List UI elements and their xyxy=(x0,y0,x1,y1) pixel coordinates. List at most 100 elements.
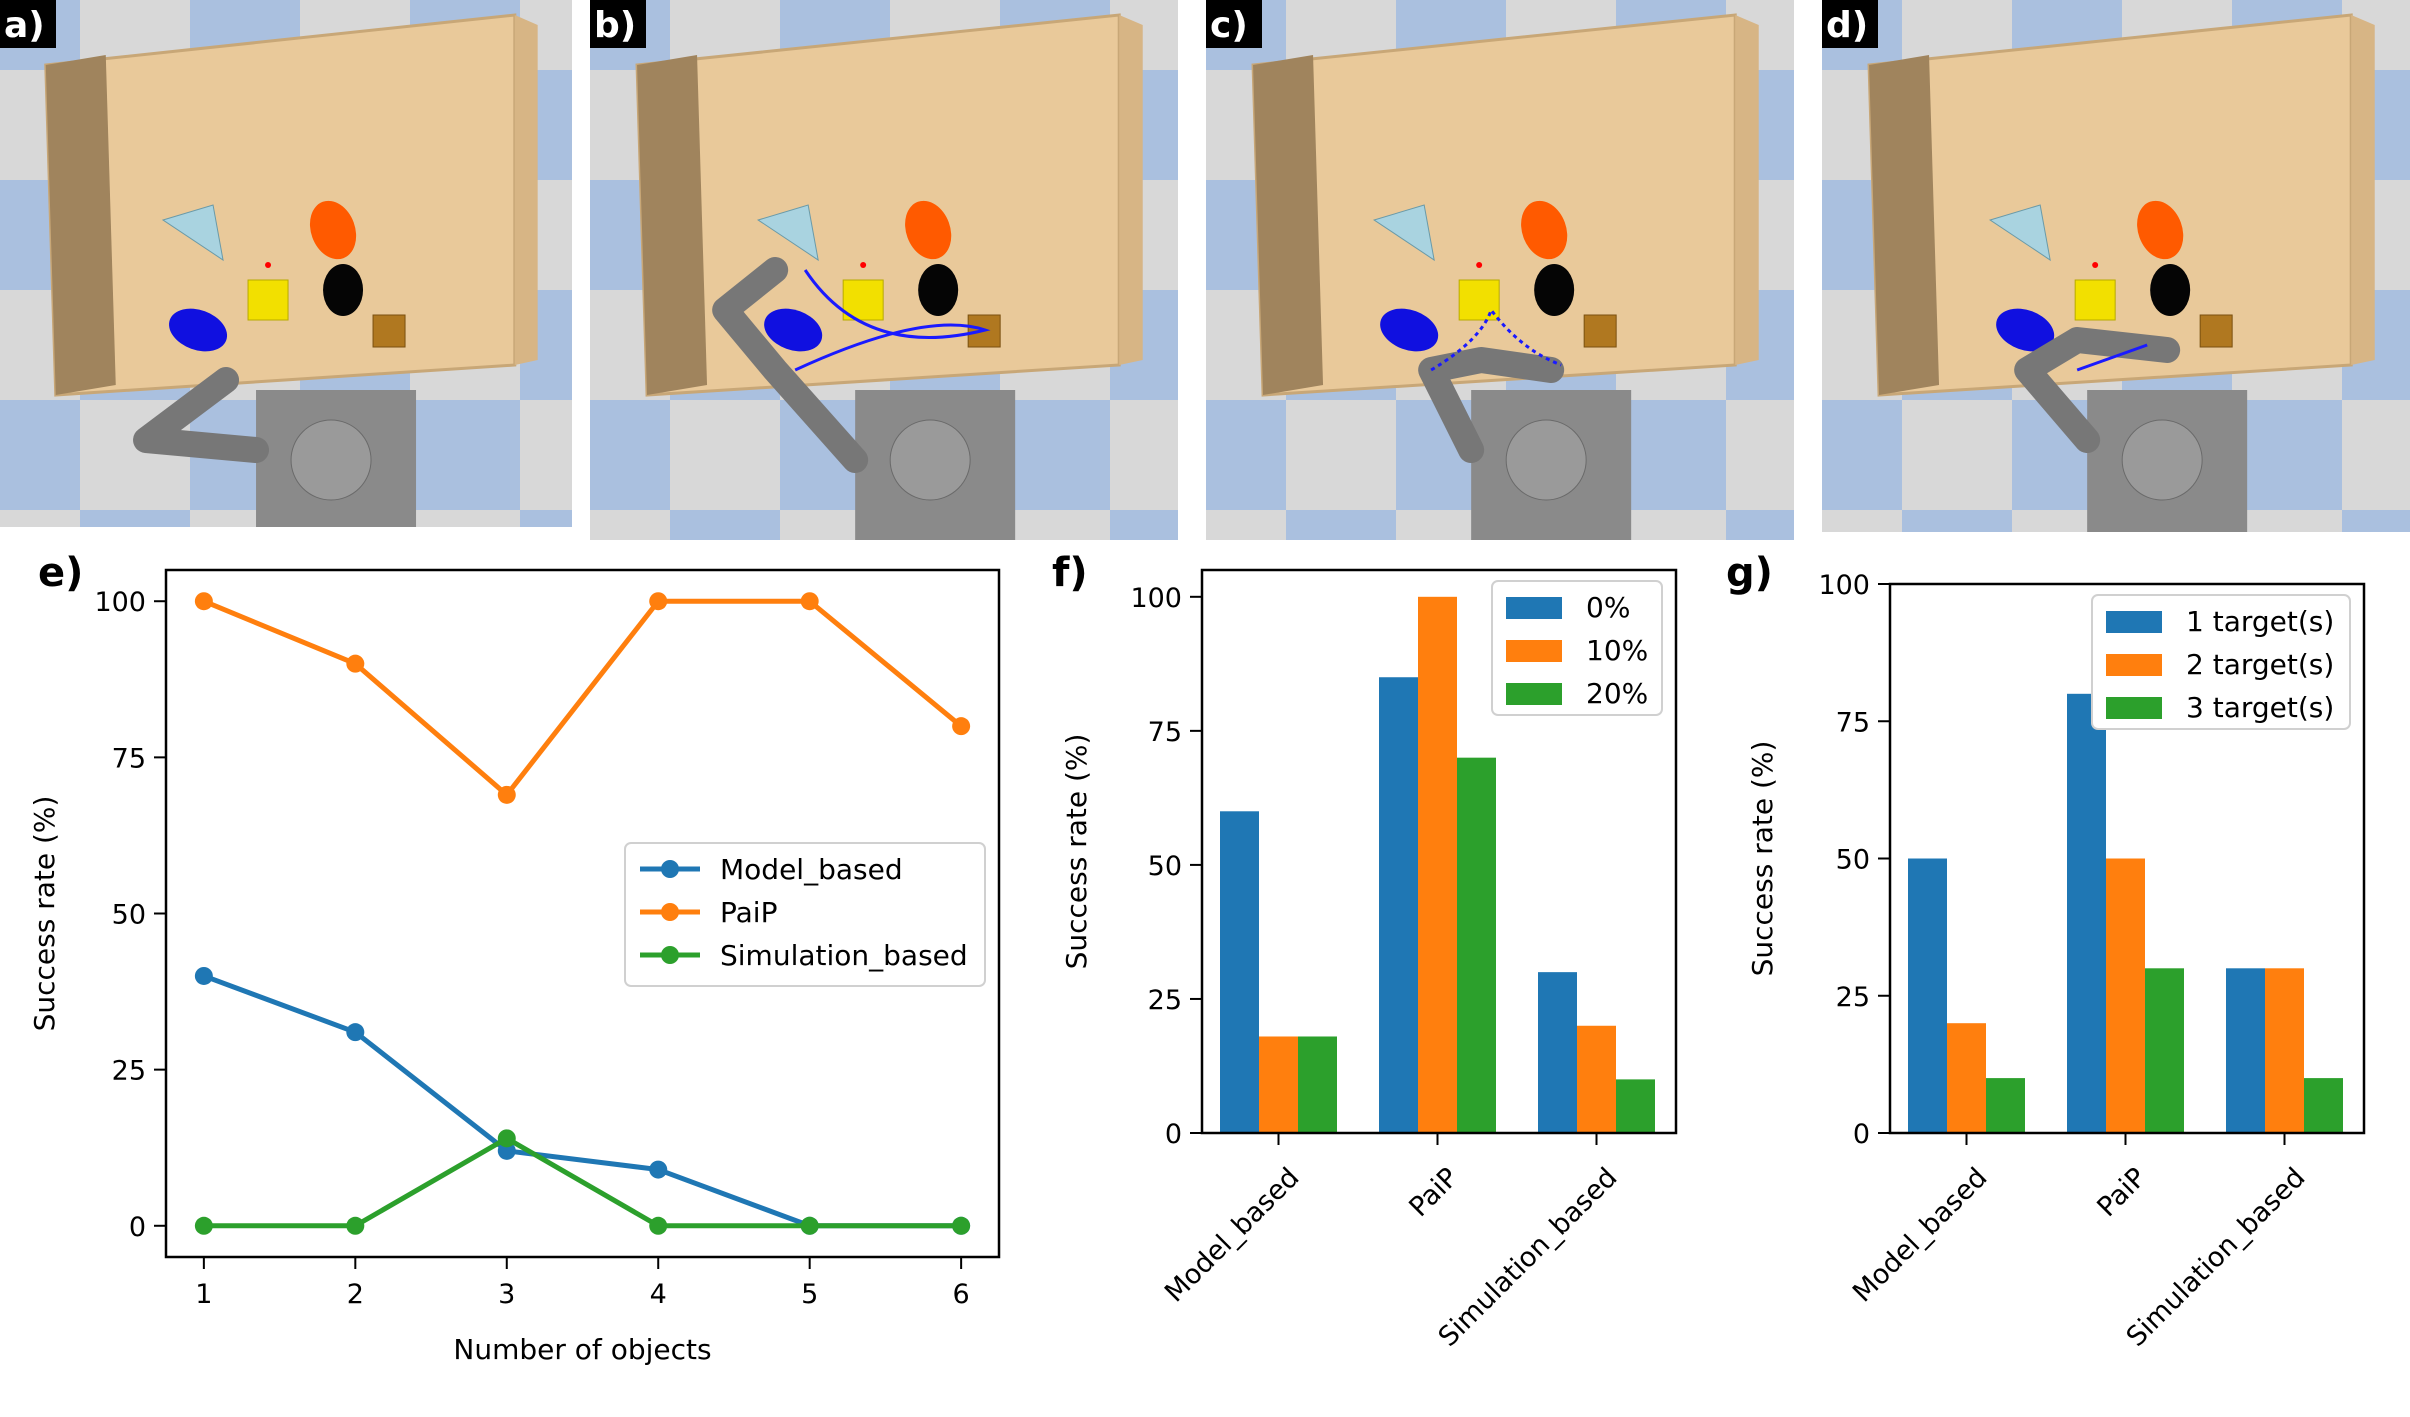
floor-tile xyxy=(1110,400,1178,510)
data-point-Model_based xyxy=(346,1023,365,1042)
legend-swatch xyxy=(1506,597,1562,619)
robot-joint xyxy=(889,419,971,501)
bar-1 target(s) xyxy=(2067,693,2106,1133)
x-tick-label: 3 xyxy=(498,1279,515,1310)
legend-marker xyxy=(661,903,679,921)
panel-label-bg xyxy=(590,0,646,48)
legend-label: Model_based xyxy=(720,853,903,886)
legend-label: 10% xyxy=(1586,634,1648,667)
series-line-PaiP xyxy=(202,598,963,799)
bar-3 target(s) xyxy=(1986,1078,2025,1133)
bar-3 target(s) xyxy=(2145,968,2184,1133)
brown-box xyxy=(2199,314,2233,348)
legend-label: 0% xyxy=(1586,591,1630,624)
legend-swatch xyxy=(2106,654,2162,676)
floor-tile xyxy=(1206,510,1286,540)
floor-tile xyxy=(1726,510,1794,540)
y-tick-label: 50 xyxy=(112,900,146,931)
series-line-Model_based xyxy=(202,973,962,1229)
floor-tile xyxy=(1206,400,1286,510)
panel-label: c) xyxy=(1210,5,1248,46)
sim-panel-b: b) xyxy=(590,0,1178,540)
panel-label: a) xyxy=(4,5,45,46)
yellow-cube xyxy=(2074,279,2116,321)
y-tick-label: 75 xyxy=(1148,717,1182,748)
data-point-Simulation_based xyxy=(952,1216,971,1235)
y-tick-label: 0 xyxy=(129,1212,146,1243)
data-point-PaiP xyxy=(497,785,516,804)
data-point-PaiP xyxy=(800,592,819,611)
brown-box xyxy=(1583,314,1617,348)
yellow-cube xyxy=(247,279,289,321)
x-tick-label: Model_based xyxy=(1159,1162,1305,1308)
bar-2 target(s) xyxy=(1947,1023,1986,1133)
floor-tile xyxy=(520,400,572,510)
blue-cylinder xyxy=(1996,308,2055,352)
sim-panel-c: c) xyxy=(1206,0,1794,540)
x-tick-label: Simulation_based xyxy=(1433,1162,1624,1353)
y-tick-label: 75 xyxy=(112,743,146,774)
robot-arm xyxy=(133,367,270,463)
y-tick-label: 100 xyxy=(94,587,146,618)
floor-tile xyxy=(2232,400,2342,510)
bar-0% xyxy=(1538,972,1577,1133)
y-tick-label: 100 xyxy=(1130,583,1182,614)
black-object xyxy=(918,264,959,316)
legend-box xyxy=(624,842,986,987)
trajectory-line xyxy=(2076,343,2148,372)
data-point-Simulation_based xyxy=(346,1216,365,1235)
y-tick-label: 25 xyxy=(1148,985,1182,1016)
y-axis-label: Success rate (%) xyxy=(28,796,61,1032)
floor-tile xyxy=(2342,510,2410,532)
data-point-Model_based xyxy=(194,966,213,985)
legend-swatch xyxy=(2106,611,2162,633)
legend-swatch xyxy=(1506,683,1562,705)
bar-2 target(s) xyxy=(2106,858,2145,1133)
table-edge xyxy=(2351,15,2375,365)
legend-swatch xyxy=(1506,640,1562,662)
y-tick-label: 50 xyxy=(1148,851,1182,882)
blue-cylinder xyxy=(1380,308,1439,352)
legend-label: 3 target(s) xyxy=(2186,691,2334,724)
floor-tile xyxy=(1902,400,2012,510)
data-point-PaiP xyxy=(194,592,213,611)
y-tick-label: 100 xyxy=(1818,570,1870,601)
floor-tile xyxy=(1110,510,1178,540)
bar-0% xyxy=(1220,811,1259,1133)
data-point-Model_based xyxy=(497,1141,516,1160)
bar-chart-f: f) 0 25 50 75 100 Model_based PaiPSimulation_ba… xyxy=(1052,550,1678,1353)
blue-cylinder xyxy=(169,308,228,352)
orange-cylinder xyxy=(905,200,952,260)
bar-2 target(s) xyxy=(2265,968,2304,1133)
chart-label: f) xyxy=(1052,550,1088,596)
floor-tile xyxy=(1616,510,1726,540)
bar-1 target(s) xyxy=(2226,968,2265,1133)
chart-label: g) xyxy=(1726,550,1773,596)
table-edge xyxy=(514,15,538,365)
x-tick-label: 1 xyxy=(195,1279,212,1310)
table-top xyxy=(44,13,517,397)
floor-tile xyxy=(1902,510,2012,532)
floor-tile xyxy=(1616,400,1726,510)
floor-tile xyxy=(1726,400,1794,510)
table-side xyxy=(45,55,116,395)
robot-joint xyxy=(2121,419,2203,501)
bar-1 target(s) xyxy=(1908,858,1947,1133)
x-tick-label: 2 xyxy=(347,1279,364,1310)
bar-3 target(s) xyxy=(2304,1078,2343,1133)
brown-box xyxy=(372,314,406,348)
table-edge xyxy=(1119,15,1143,365)
data-point-Model_based xyxy=(649,1160,668,1179)
black-object xyxy=(1534,264,1575,316)
orange-cylinder xyxy=(1521,200,1568,260)
floor-tile xyxy=(0,400,80,510)
legend-marker xyxy=(661,860,679,878)
legend-swatch xyxy=(2106,697,2162,719)
legend-label: Simulation_based xyxy=(720,939,968,972)
x-tick-label: 5 xyxy=(801,1279,818,1310)
floor-tile xyxy=(670,510,780,540)
prism-object xyxy=(161,204,224,262)
floor-tile xyxy=(2342,400,2410,510)
legend-label: 20% xyxy=(1586,677,1648,710)
floor-tile xyxy=(1822,510,1902,532)
